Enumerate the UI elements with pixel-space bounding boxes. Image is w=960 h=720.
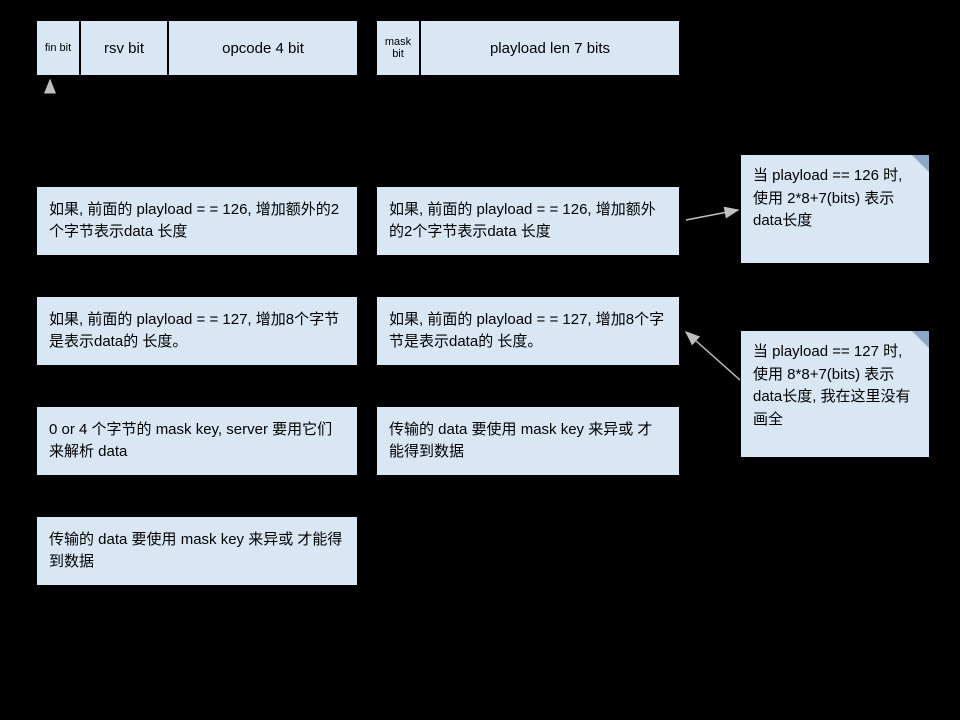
header-cell-label: playload len 7 bits <box>490 40 610 57</box>
header-cell-fin: fin bit <box>36 20 80 76</box>
header-cell-opcode: opcode 4 bit <box>168 20 358 76</box>
arrow-to-note126 <box>686 210 738 220</box>
header-cell-payload: playload len 7 bits <box>420 20 680 76</box>
header-cell-label: opcode 4 bit <box>222 40 304 57</box>
row-maskkey-a: 0 or 4 个字节的 mask key, server 要用它们来解析 dat… <box>36 406 358 476</box>
note-text: 当 playload == 127 时, 使用 8*8+7(bits) 表示da… <box>753 343 911 428</box>
row-payload126-a: 如果, 前面的 playload = = 126, 增加额外的2个字节表示dat… <box>36 186 358 256</box>
header-cell-mask: mask bit <box>376 20 420 76</box>
row-payload127-b: 如果, 前面的 playload = = 127, 增加8个字节是表示data的… <box>376 296 680 366</box>
header-cell-label: fin bit <box>45 42 71 54</box>
row-text: 传输的 data 要使用 mask key 来异或 才能得到数据 <box>49 529 345 574</box>
row-text: 如果, 前面的 playload = = 127, 增加8个字节是表示data的… <box>49 309 345 354</box>
row-maskkey-b: 传输的 data 要使用 mask key 来异或 才能得到数据 <box>376 406 680 476</box>
row-text: 0 or 4 个字节的 mask key, server 要用它们来解析 dat… <box>49 419 345 464</box>
note-payload127: 当 playload == 127 时, 使用 8*8+7(bits) 表示da… <box>740 330 930 458</box>
row-text: 如果, 前面的 playload = = 126, 增加额外的2个字节表示dat… <box>49 199 345 244</box>
header-cell-label: mask bit <box>381 36 415 60</box>
row-text: 如果, 前面的 playload = = 127, 增加8个字节是表示data的… <box>389 309 667 354</box>
note-text: 当 playload == 126 时, 使用 2*8+7(bits) 表示da… <box>753 167 902 229</box>
row-payload127-a: 如果, 前面的 playload = = 127, 增加8个字节是表示data的… <box>36 296 358 366</box>
arrow-from-note127 <box>686 332 740 380</box>
row-text: 传输的 data 要使用 mask key 来异或 才能得到数据 <box>389 419 667 464</box>
row-text: 如果, 前面的 playload = = 126, 增加额外的2个字节表示dat… <box>389 199 667 244</box>
row-payload126-b: 如果, 前面的 playload = = 126, 增加额外的2个字节表示dat… <box>376 186 680 256</box>
note-payload126: 当 playload == 126 时, 使用 2*8+7(bits) 表示da… <box>740 154 930 264</box>
header-cell-label: rsv bit <box>104 40 144 57</box>
row-data-a: 传输的 data 要使用 mask key 来异或 才能得到数据 <box>36 516 358 586</box>
header-cell-rsv: rsv bit <box>80 20 168 76</box>
